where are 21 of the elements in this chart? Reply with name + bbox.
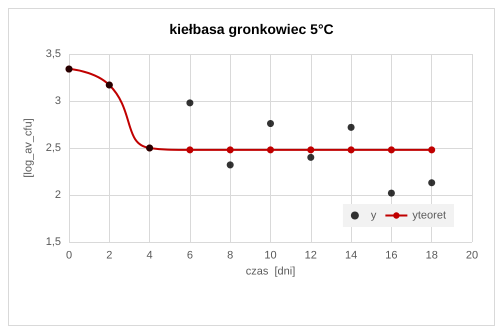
y-tick-label: 1,5 (46, 236, 61, 248)
x-axis-title: czas [dni] (246, 265, 296, 278)
x-tick-label: 8 (227, 250, 234, 262)
x-tick-label: 6 (186, 250, 193, 262)
chart-title: kiełbasa gronkowiec 5°C (169, 21, 334, 37)
x-tick-label: 18 (426, 250, 438, 262)
y-tick-label: 2,5 (46, 142, 61, 154)
x-tick-label: 2 (106, 250, 112, 262)
legend-label: yteoret (412, 210, 446, 222)
x-tick-label: 14 (344, 250, 358, 262)
x-tick-label: 10 (264, 250, 277, 262)
y-tick-label: 2 (54, 189, 61, 201)
y-tick-label: 3 (54, 95, 61, 107)
x-tick-label: 12 (304, 250, 317, 262)
legend-label: y (370, 210, 377, 222)
y-tick-label: 3,5 (46, 48, 61, 60)
x-tick-label: 20 (466, 250, 478, 262)
x-tick-label: 4 (146, 250, 153, 262)
x-tick-label: 16 (385, 250, 398, 262)
y-axis-title: [log_av_cfu] (22, 118, 34, 178)
x-tick-label: 0 (66, 250, 72, 262)
